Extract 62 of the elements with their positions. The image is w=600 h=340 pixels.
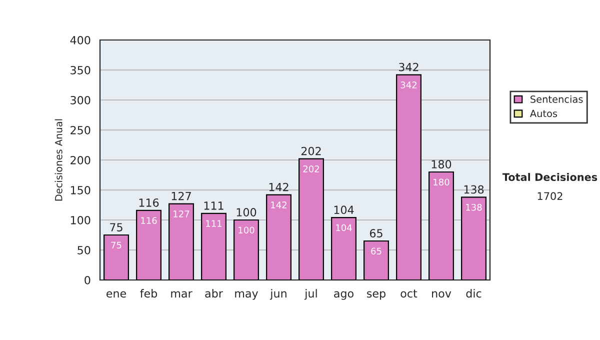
x-tick-label: dic: [466, 289, 482, 298]
y-tick-label: 400: [70, 36, 90, 44]
legend-label: Autos: [530, 110, 558, 118]
y-tick-label: 150: [70, 186, 90, 194]
total-label: 104: [334, 206, 354, 214]
bar: [298, 158, 324, 280]
total-label: 111: [204, 202, 224, 210]
y-tick-label: 50: [78, 246, 90, 254]
data-label: 180: [434, 178, 450, 186]
x-tick-label: oct: [400, 290, 418, 298]
total-label: 142: [269, 182, 288, 192]
x-tick-label: jun: [270, 289, 286, 300]
total-label: 342: [398, 62, 418, 72]
total-label: 116: [139, 198, 159, 207]
x-tick-label: abr: [205, 289, 223, 298]
total-label: 202: [301, 146, 321, 156]
bar: [201, 212, 226, 280]
total-label: 180: [432, 160, 452, 168]
bar: [428, 171, 454, 280]
x-tick-label: mar: [171, 291, 192, 298]
data-label: 342: [400, 82, 416, 88]
y-tick-label: 0: [84, 276, 90, 284]
y-tick-label: 300: [70, 96, 90, 104]
bar: [266, 194, 292, 280]
bar: [234, 219, 259, 280]
x-tick-label: ago: [334, 291, 354, 300]
bar: [396, 74, 422, 280]
bar: [104, 234, 129, 280]
bar: [136, 210, 162, 280]
data-label: 100: [238, 226, 254, 234]
data-label: 65: [371, 248, 382, 255]
y-tick-label: 350: [70, 66, 90, 74]
total-label: 100: [236, 208, 256, 216]
legend-label: Sentencias: [530, 95, 583, 103]
x-tick-label: feb: [140, 289, 158, 298]
bar: [168, 203, 194, 280]
data-label: 104: [336, 224, 352, 232]
data-label: 142: [271, 202, 286, 208]
x-tick-label: nov: [432, 291, 452, 298]
x-tick-label: sep: [367, 291, 386, 300]
data-label: 116: [141, 217, 157, 224]
total-label: 75: [110, 223, 122, 232]
x-tick-label: ene: [106, 291, 126, 298]
y-tick-label: 100: [70, 216, 90, 224]
total-label: 127: [172, 192, 191, 200]
data-label: 202: [303, 166, 319, 172]
y-tick-label: 250: [70, 126, 90, 134]
x-tick-label: jul: [304, 289, 317, 300]
total-label: 65: [370, 229, 382, 238]
bar: [364, 240, 389, 280]
text: Total Decisiones: [502, 172, 598, 182]
data-label: 127: [174, 210, 190, 218]
total-label: 138: [464, 185, 484, 194]
data-label: 75: [111, 242, 122, 249]
bar: [331, 217, 356, 280]
y-axis-title: Decisiones Anual: [54, 119, 62, 201]
bar: [461, 196, 486, 280]
y-tick-label: 200: [70, 156, 90, 164]
text: 1702: [538, 192, 562, 200]
data-label: 111: [206, 220, 222, 227]
data-label: 138: [466, 204, 482, 211]
x-tick-label: may: [235, 291, 258, 300]
